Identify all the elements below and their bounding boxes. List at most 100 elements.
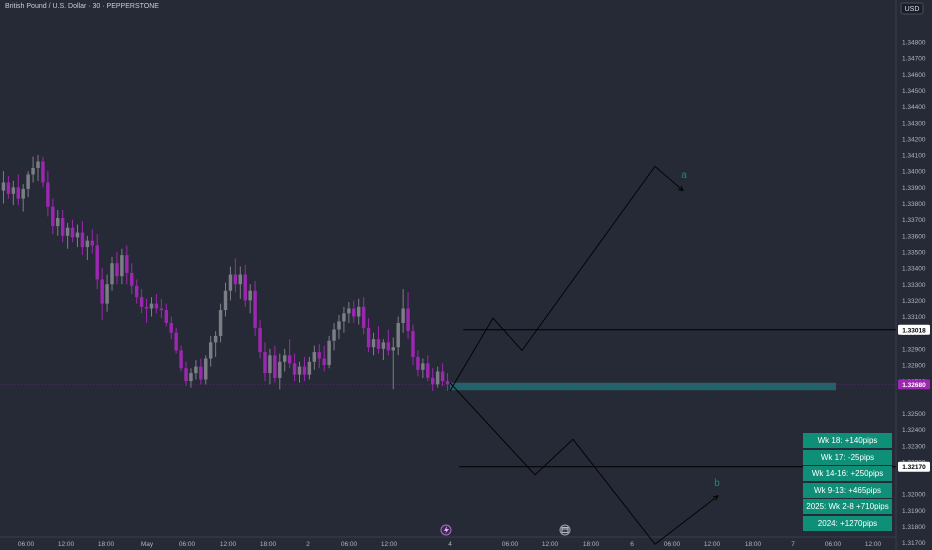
candle-body — [80, 232, 85, 248]
price-tick-label: 1.34700 — [902, 56, 926, 63]
candle-body — [248, 290, 252, 301]
candle-body — [337, 321, 341, 330]
candle-body — [347, 308, 351, 314]
candle-body — [332, 329, 336, 341]
projection-label-a: a — [681, 170, 687, 181]
candle-body — [396, 323, 400, 348]
projection-arrowhead-a — [678, 185, 684, 192]
candle-body — [144, 306, 149, 309]
candle-body — [287, 355, 292, 364]
candle-body — [75, 232, 80, 238]
candle-body — [371, 339, 376, 348]
candle-body — [204, 358, 208, 380]
candle-body — [164, 310, 169, 324]
time-tick-label: May — [141, 541, 154, 548]
candle-body — [228, 274, 233, 291]
price-tick-label: 1.31900 — [902, 508, 926, 515]
candle-body — [366, 327, 371, 348]
candle-body — [100, 279, 104, 304]
candle-body — [238, 274, 243, 285]
candle-body — [356, 306, 361, 317]
candle-body — [90, 240, 95, 246]
price-tick-label: 1.32000 — [902, 492, 926, 499]
candle-body — [243, 274, 247, 301]
candle-body — [223, 290, 228, 311]
candle-body — [65, 227, 70, 236]
stat-weeks-9-13: Wk 9-13: +465pips — [803, 482, 892, 498]
price-marker-box — [898, 461, 930, 472]
time-tick-label: 7 — [791, 541, 795, 548]
candle-body — [317, 352, 321, 359]
candle-body — [70, 227, 75, 238]
price-tick-label: 1.33700 — [902, 217, 926, 224]
projection-path-a — [449, 165, 684, 392]
performance-stats-panel: Wk 18: +140pips Wk 17: -25pips Wk 14-16:… — [803, 433, 892, 532]
candle-body — [282, 355, 287, 362]
candle-body — [431, 377, 435, 385]
stat-2025-weeks-2-8: 2025: Wk 2-8 +710pips — [803, 499, 892, 514]
price-tick-label: 1.33500 — [902, 249, 926, 256]
candle-body — [134, 285, 139, 298]
candle-body — [199, 366, 203, 380]
candle-body — [169, 323, 173, 333]
candle-body — [139, 297, 144, 307]
time-tick-label: 18:00 — [583, 541, 600, 548]
price-tick-label: 1.34600 — [902, 72, 926, 79]
candle-body — [51, 206, 55, 227]
candle-body — [60, 218, 65, 236]
candle-body — [174, 332, 178, 351]
price-tick-label: 1.32900 — [902, 346, 926, 353]
time-tick-label: 2 — [306, 541, 310, 548]
candle-body — [416, 356, 420, 370]
candle-body — [440, 371, 445, 382]
tradingview-bolt-icon[interactable] — [440, 524, 452, 536]
price-tick-label: 1.34800 — [902, 40, 926, 47]
candle-body — [208, 342, 213, 359]
price-tick-label: 1.34400 — [902, 104, 926, 111]
candle-body — [159, 308, 164, 311]
price-tick-label: 1.33400 — [902, 266, 926, 273]
candle-body — [184, 368, 188, 382]
projection-label-b: b — [714, 478, 720, 489]
price-tick-label: 1.32800 — [902, 363, 926, 370]
candle-body — [125, 255, 129, 273]
stat-week-18: Wk 18: +140pips — [803, 433, 892, 448]
candle-body — [179, 350, 183, 369]
candle-body — [31, 167, 35, 175]
candle-body — [263, 352, 267, 374]
candle-body — [194, 366, 198, 374]
candle-body — [189, 373, 193, 382]
time-tick-label: 6 — [630, 541, 634, 548]
candle-body — [1, 182, 6, 191]
candle-body — [292, 363, 297, 375]
time-axis[interactable]: 06:00 12:00 18:00 May 06:00 12:00 18:00 2 06:00 1… — [18, 541, 882, 548]
candle-body — [327, 340, 331, 365]
candle-body — [120, 255, 124, 277]
time-tick-label: 12:00 — [381, 541, 398, 548]
candle-body — [85, 240, 90, 248]
price-axis[interactable]: 1.34800 1.34700 1.34600 1.34500 1.34400 1.343… — [898, 40, 930, 548]
price-tick-label: 1.33600 — [902, 233, 926, 240]
price-tick-label: 1.33800 — [902, 201, 926, 208]
time-tick-label: 12:00 — [542, 541, 559, 548]
calendar-event-icon[interactable] — [559, 524, 571, 536]
price-tick-label: 1.33300 — [902, 282, 926, 289]
candle-body — [95, 245, 99, 280]
currency-button[interactable] — [900, 2, 924, 15]
price-tick-label: 1.34200 — [902, 136, 926, 143]
price-marker-label: 1.32680 — [902, 382, 926, 389]
candle-body — [258, 327, 262, 353]
candle-body — [115, 263, 119, 277]
price-tick-label: 1.33100 — [902, 314, 926, 321]
candles-layer — [1, 155, 450, 391]
candle-body — [21, 188, 25, 199]
candle-body — [307, 361, 312, 375]
candle-body — [312, 352, 317, 362]
time-tick-label: 06:00 — [825, 541, 842, 548]
time-tick-label: 18:00 — [745, 541, 762, 548]
candle-body — [381, 342, 386, 349]
candle-body — [213, 335, 218, 343]
candle-body — [11, 187, 16, 194]
projection-paths-layer — [449, 165, 719, 545]
